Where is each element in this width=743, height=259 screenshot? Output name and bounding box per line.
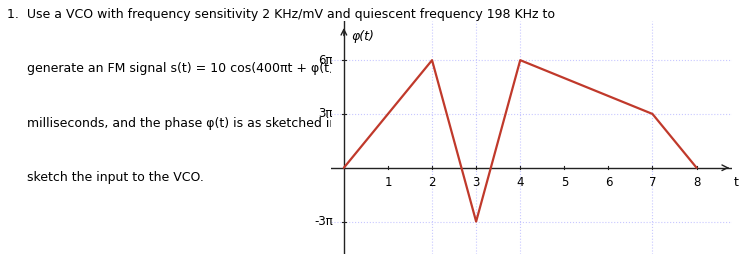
- Text: 5: 5: [561, 176, 568, 189]
- Text: 2: 2: [428, 176, 436, 189]
- Text: milliseconds, and the phase φ(t) is as sketched in the following figure. Derive : milliseconds, and the phase φ(t) is as s…: [7, 117, 540, 130]
- Text: φ(t): φ(t): [351, 30, 374, 42]
- Text: 6: 6: [605, 176, 612, 189]
- Text: 4: 4: [516, 176, 524, 189]
- Text: generate an FM signal s(t) = 10 cos(400πt + φ(t)), where the unit of time is: generate an FM signal s(t) = 10 cos(400π…: [7, 62, 501, 75]
- Text: 8: 8: [693, 176, 700, 189]
- Text: 7: 7: [649, 176, 656, 189]
- Text: 3π: 3π: [319, 107, 333, 120]
- Text: 3: 3: [473, 176, 480, 189]
- Text: -3π: -3π: [314, 215, 333, 228]
- Text: 6π: 6π: [318, 54, 333, 67]
- Text: 1.  Use a VCO with frequency sensitivity 2 KHz/mV and quiescent frequency 198 KH: 1. Use a VCO with frequency sensitivity …: [7, 8, 556, 21]
- Text: 1: 1: [384, 176, 392, 189]
- Text: sketch the input to the VCO.: sketch the input to the VCO.: [7, 171, 204, 184]
- Text: t (ms): t (ms): [734, 176, 743, 189]
